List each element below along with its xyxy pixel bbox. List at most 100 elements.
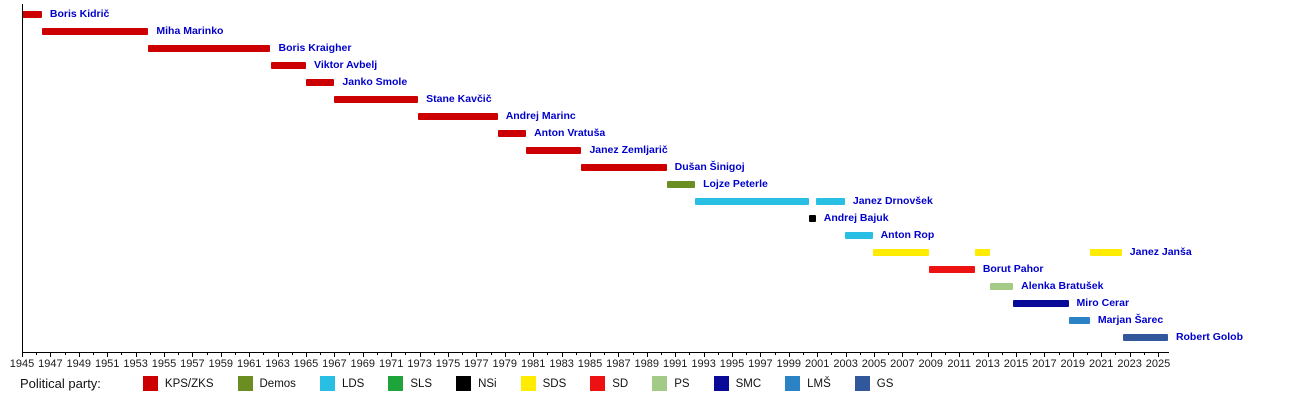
x-axis-tick: [874, 352, 875, 357]
term-bar-borut-pahor: [929, 265, 975, 273]
x-axis-tick: [206, 352, 208, 355]
x-axis-tick: [817, 352, 819, 357]
x-axis-tick: [107, 352, 109, 357]
x-axis-tick-label: 2005: [861, 358, 887, 370]
x-axis-tick: [746, 352, 748, 355]
x-axis-tick-label: 1981: [520, 358, 546, 370]
x-axis-tick: [1087, 352, 1088, 355]
x-axis-tick-label: 1961: [236, 358, 262, 370]
legend-item-sds: SDS: [520, 376, 567, 391]
x-axis-tick: [675, 352, 677, 357]
pm-name-label: Anton Rop: [880, 229, 935, 241]
term-bar-anton-vratusa: [497, 129, 527, 137]
pm-name-label: Alenka Bratušek: [1021, 280, 1104, 292]
x-axis-tick: [291, 352, 293, 355]
x-axis-tick-label: 1977: [464, 358, 489, 370]
x-axis-tick: [888, 352, 890, 355]
x-axis-tick-label: 2001: [804, 358, 830, 370]
x-axis-baseline: [22, 352, 1170, 353]
x-axis-tick: [661, 352, 662, 355]
x-axis-tick: [1158, 352, 1159, 357]
x-axis-tick: [1129, 352, 1131, 357]
term-bar-janez-drnovsek: [695, 197, 810, 205]
x-axis-tick: [987, 352, 989, 357]
x-axis-tick-label: 1963: [265, 358, 290, 370]
legend-label-sds: SDS: [542, 377, 567, 390]
term-bar-andrej-marinc: [418, 112, 498, 120]
term-bar-marjan-sarec: [1068, 316, 1090, 324]
x-axis-tick-label: 1983: [549, 358, 574, 370]
legend-item-ps: PS: [652, 376, 690, 391]
x-axis-tick: [1115, 352, 1117, 355]
x-axis-tick: [1143, 352, 1145, 355]
x-axis-tick-label: 2013: [975, 358, 1000, 370]
x-axis-tick: [164, 352, 165, 357]
x-axis-tick: [803, 352, 804, 355]
x-axis-tick: [1101, 352, 1103, 357]
x-axis-tick-label: 1947: [38, 358, 63, 370]
term-bar-anton-rop: [844, 231, 873, 239]
x-axis-tick: [902, 352, 904, 357]
x-axis-tick: [178, 352, 180, 355]
x-axis-tick: [590, 352, 591, 357]
legend-label-ps: PS: [674, 377, 690, 390]
x-axis-tick-label: 1975: [435, 358, 461, 370]
term-bar-janez-jansa: [1089, 248, 1122, 256]
x-axis-tick: [235, 352, 236, 355]
x-axis-tick: [504, 352, 506, 357]
pm-name-label: Viktor Avbelj: [314, 59, 378, 71]
term-bar-alenka-bratusek: [990, 282, 1014, 290]
term-bar-miha-marinko: [41, 27, 149, 35]
legend-swatch-sd: [590, 376, 606, 391]
legend-label-smc: SMC: [735, 377, 762, 390]
x-axis-tick-label: 1959: [208, 358, 234, 370]
x-axis-tick: [1058, 352, 1060, 355]
pm-name-label: Boris Kidrič: [49, 8, 110, 20]
x-axis-tick-label: 1993: [691, 358, 716, 370]
x-axis-tick: [1044, 352, 1046, 357]
x-axis-tick: [1016, 352, 1017, 357]
legend-item-sd: SD: [590, 376, 628, 391]
legend-swatch-sds: [520, 376, 536, 391]
x-axis-tick: [50, 352, 52, 357]
x-axis-tick: [377, 352, 378, 355]
x-axis-tick-label: 1957: [180, 358, 205, 370]
legend-item-sls: SLS: [388, 376, 432, 391]
x-axis-tick: [149, 352, 151, 355]
x-axis-tick-label: 1985: [577, 358, 603, 370]
x-axis-tick: [547, 352, 549, 355]
legend-item-kps-zks: KPS/ZKS: [142, 376, 214, 391]
x-axis-tick: [419, 352, 421, 357]
legend-title: Political party:: [20, 376, 101, 391]
pm-name-label: Janez Zemljarič: [589, 144, 668, 156]
x-axis-tick: [845, 352, 847, 357]
pm-name-label: Janko Smole: [342, 76, 408, 88]
x-axis-tick-label: 1945: [9, 358, 35, 370]
term-bar-boris-kraigher: [148, 44, 271, 52]
legend-item-gs: GS: [854, 376, 893, 391]
x-axis-tick: [973, 352, 975, 355]
legend-item-smc: SMC: [713, 376, 762, 391]
term-bar-viktor-avbelj: [270, 61, 306, 69]
x-axis-tick: [405, 352, 407, 355]
x-axis-tick: [533, 352, 535, 357]
x-axis-tick-label: 1979: [492, 358, 518, 370]
pm-name-label: Janez Drnovšek: [852, 195, 933, 207]
pm-name-label: Robert Golob: [1175, 331, 1244, 343]
term-bar-stane-kavcic: [334, 95, 419, 103]
legend-swatch-ps: [652, 376, 668, 391]
x-axis-tick-label: 1997: [748, 358, 773, 370]
x-axis-tick: [916, 352, 918, 355]
x-axis-tick: [859, 352, 861, 355]
x-axis-tick-label: 2025: [1145, 358, 1171, 370]
x-axis-tick-label: 1971: [378, 358, 404, 370]
x-axis-tick-label: 1969: [350, 358, 376, 370]
x-axis-tick: [646, 352, 648, 357]
x-axis-tick: [1072, 352, 1074, 357]
x-axis-tick: [249, 352, 251, 357]
x-axis-tick: [519, 352, 520, 355]
x-axis-tick-label: 1965: [293, 358, 319, 370]
legend-swatch-demos: [237, 376, 253, 391]
x-axis-tick: [433, 352, 435, 355]
term-bar-boris-kidric: [22, 10, 42, 18]
